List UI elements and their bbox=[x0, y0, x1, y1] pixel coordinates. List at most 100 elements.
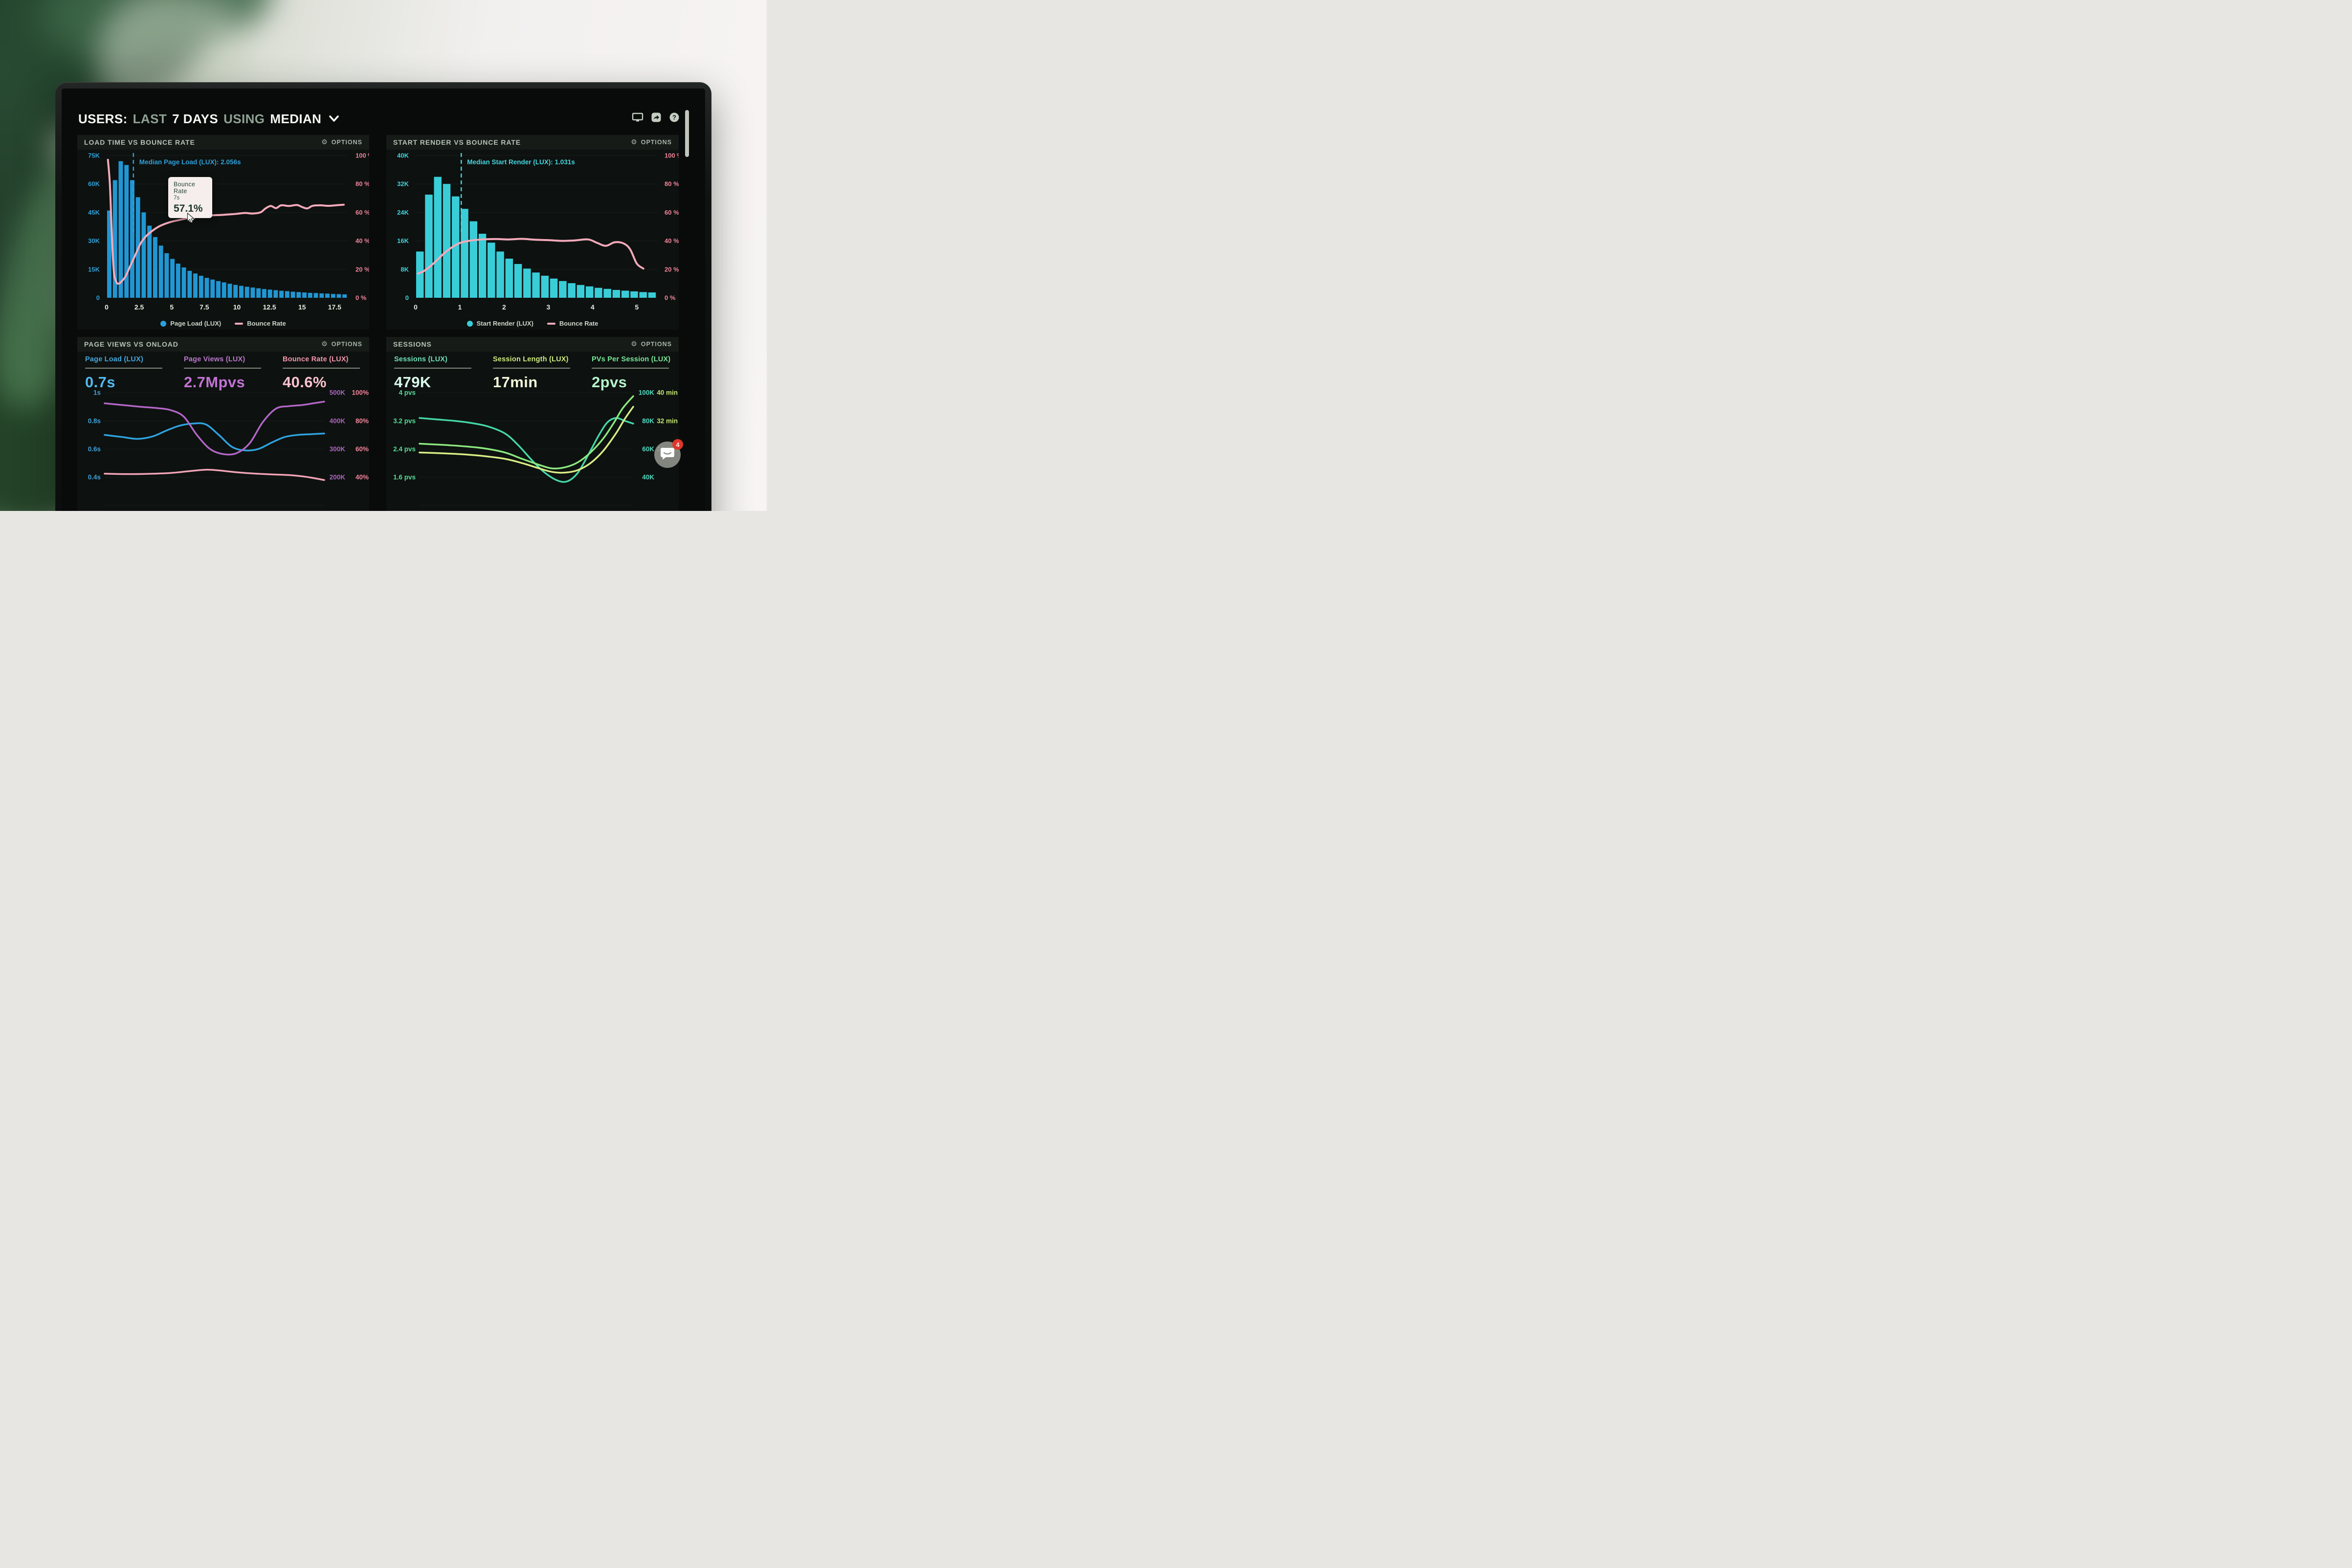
chat-unread-badge: 4 bbox=[672, 439, 683, 450]
svg-text:60%: 60% bbox=[355, 445, 369, 453]
svg-text:7.5: 7.5 bbox=[200, 303, 209, 311]
gear-icon: ⚙ bbox=[321, 138, 328, 146]
chevron-down-icon bbox=[329, 115, 339, 123]
mouse-cursor-icon bbox=[187, 212, 195, 226]
svg-text:200K: 200K bbox=[330, 474, 346, 481]
svg-text:17.5: 17.5 bbox=[328, 303, 341, 311]
svg-text:12.5: 12.5 bbox=[263, 303, 276, 311]
legend-dash-swatch bbox=[547, 322, 555, 325]
metric-value: 0.7s bbox=[85, 374, 115, 391]
svg-text:15K: 15K bbox=[88, 265, 100, 273]
load-time-chart: 75K 100 % 60K 80 % 45K 60 % 30K 40 % 15K 20 % 0 0 %… bbox=[88, 152, 374, 311]
svg-text:60 %: 60 % bbox=[355, 209, 369, 216]
svg-text:40 %: 40 % bbox=[665, 237, 679, 244]
metric-underline bbox=[184, 368, 261, 369]
panel-title: START RENDER VS BOUNCE RATE bbox=[393, 138, 521, 146]
svg-text:60 %: 60 % bbox=[665, 209, 679, 216]
svg-text:5: 5 bbox=[635, 303, 639, 311]
chat-launcher-button[interactable]: 4 bbox=[654, 439, 683, 468]
dashboard-screen: USERS: LAST 7 DAYS USING MEDIAN ? bbox=[62, 88, 705, 511]
svg-text:0: 0 bbox=[105, 303, 109, 311]
start-render-chart: 40K 100 % 32K 80 % 24K 60 % 16K 40 % 8K 20 % 0 0 % 0… bbox=[397, 152, 683, 311]
metric-page-views: Page Views (LUX) 2.7Mpvs bbox=[184, 355, 273, 391]
panel-sessions: SESSIONS ⚙ OPTIONS Sessions (LUX) 479K Se… bbox=[386, 337, 679, 511]
metric-bounce-rate: Bounce Rate (LUX) 40.6% bbox=[283, 355, 372, 391]
chart-legend: Page Load (LUX) Bounce Rate bbox=[77, 320, 369, 327]
options-button[interactable]: ⚙ OPTIONS bbox=[631, 138, 672, 146]
svg-text:0: 0 bbox=[96, 294, 100, 302]
svg-text:40%: 40% bbox=[355, 474, 369, 481]
svg-text:Median Start Render (LUX): 1.0: Median Start Render (LUX): 1.031s bbox=[467, 158, 575, 166]
dashboard-grid: LOAD TIME VS BOUNCE RATE ⚙ OPTIONS 75K 100… bbox=[77, 135, 683, 511]
metric-underline bbox=[85, 368, 162, 369]
svg-text:300K: 300K bbox=[330, 445, 346, 453]
svg-text:4 pvs: 4 pvs bbox=[399, 389, 416, 397]
help-icon[interactable]: ? bbox=[669, 112, 680, 125]
panel-page-views-vs-onload: PAGE VIEWS VS ONLOAD ⚙ OPTIONS Page Load … bbox=[77, 337, 369, 511]
svg-text:0 %: 0 % bbox=[665, 294, 676, 302]
legend-label: Page Load (LUX) bbox=[170, 320, 222, 327]
svg-text:0.8s: 0.8s bbox=[88, 418, 101, 425]
svg-text:20 %: 20 % bbox=[665, 265, 679, 273]
svg-text:2.5: 2.5 bbox=[134, 303, 144, 311]
monitor-icon[interactable] bbox=[632, 112, 643, 125]
panel-load-time-vs-bounce-rate: LOAD TIME VS BOUNCE RATE ⚙ OPTIONS 75K 100… bbox=[77, 135, 374, 330]
metric-session-length: Session Length (LUX) 17min bbox=[493, 355, 582, 391]
metric-label: Page Load (LUX) bbox=[85, 355, 144, 363]
metric-label: PVs Per Session (LUX) bbox=[592, 355, 671, 363]
svg-text:4: 4 bbox=[591, 303, 595, 311]
svg-text:40K: 40K bbox=[397, 152, 409, 159]
svg-text:Median Page Load (LUX): 2.056s: Median Page Load (LUX): 2.056s bbox=[139, 158, 241, 166]
metric-value: 17min bbox=[493, 374, 538, 391]
options-button[interactable]: ⚙ OPTIONS bbox=[321, 340, 362, 348]
metric-underline bbox=[394, 368, 471, 369]
gear-icon: ⚙ bbox=[631, 340, 638, 348]
svg-text:?: ? bbox=[672, 114, 676, 121]
metric-pvs-per-session: PVs Per Session (LUX) 2pvs bbox=[592, 355, 681, 391]
svg-text:30K: 30K bbox=[88, 237, 100, 244]
legend-dash-swatch bbox=[235, 322, 244, 325]
tooltip-x-value: 7s bbox=[174, 195, 180, 201]
svg-text:80 %: 80 % bbox=[355, 180, 369, 188]
svg-text:1.6 pvs: 1.6 pvs bbox=[393, 474, 416, 481]
chart-tooltip: Bounce Rate 7s 57.1% bbox=[168, 177, 212, 222]
svg-text:40 %: 40 % bbox=[355, 237, 369, 244]
page-title-dropdown[interactable]: USERS: LAST 7 DAYS USING MEDIAN bbox=[78, 109, 339, 129]
scrollbar[interactable] bbox=[685, 110, 689, 157]
legend-dot-swatch bbox=[466, 320, 473, 327]
metric-sessions: Sessions (LUX) 479K bbox=[394, 355, 483, 391]
title-part: USERS: bbox=[78, 111, 128, 126]
chat-bubble-icon bbox=[660, 447, 675, 463]
metric-value: 479K bbox=[394, 374, 431, 391]
svg-text:80K: 80K bbox=[642, 418, 654, 425]
gear-icon: ⚙ bbox=[321, 340, 328, 348]
svg-text:32K: 32K bbox=[397, 180, 409, 188]
legend-label: Start Render (LUX) bbox=[476, 320, 533, 327]
options-button[interactable]: ⚙ OPTIONS bbox=[321, 138, 362, 146]
legend-label: Bounce Rate bbox=[559, 320, 599, 327]
title-part: USING bbox=[223, 111, 265, 126]
legend-dot-swatch bbox=[160, 320, 167, 327]
svg-text:75K: 75K bbox=[88, 152, 100, 159]
title-part: LAST bbox=[133, 111, 167, 126]
svg-text:2.4 pvs: 2.4 pvs bbox=[393, 445, 416, 453]
svg-text:0 %: 0 % bbox=[355, 294, 367, 302]
options-button[interactable]: ⚙ OPTIONS bbox=[631, 340, 672, 348]
svg-text:32 min: 32 min bbox=[657, 418, 678, 425]
svg-text:80 %: 80 % bbox=[665, 180, 679, 188]
share-icon[interactable] bbox=[651, 112, 662, 125]
svg-text:60K: 60K bbox=[88, 180, 100, 188]
svg-text:80%: 80% bbox=[355, 418, 369, 425]
svg-text:16K: 16K bbox=[397, 237, 409, 244]
svg-text:0.4s: 0.4s bbox=[88, 474, 101, 481]
metric-label: Session Length (LUX) bbox=[493, 355, 569, 363]
page-views-onload-chart: 1s 500K 100% 0.8s 400K 80% 0.6s 300K 60% 0.4s 200K… bbox=[88, 389, 369, 506]
panel-start-render-vs-bounce-rate: START RENDER VS BOUNCE RATE ⚙ OPTIONS 40K… bbox=[386, 135, 683, 330]
legend-label: Bounce Rate bbox=[247, 320, 286, 327]
metric-label: Sessions (LUX) bbox=[394, 355, 448, 363]
svg-text:8K: 8K bbox=[400, 265, 409, 273]
metric-page-load: Page Load (LUX) 0.7s bbox=[85, 355, 174, 391]
svg-text:100%: 100% bbox=[352, 389, 369, 397]
photo-scene: USERS: LAST 7 DAYS USING MEDIAN ? bbox=[0, 0, 767, 511]
metric-value: 2.7Mpvs bbox=[184, 374, 245, 391]
